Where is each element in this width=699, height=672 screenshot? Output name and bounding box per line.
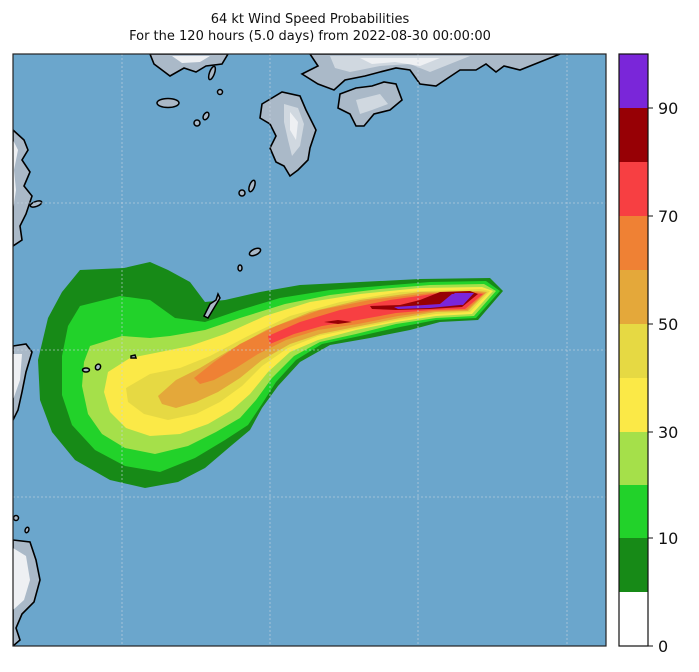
map-plot-area (13, 54, 606, 646)
colorbar-tick-10: 10 (658, 529, 679, 548)
colorbar (618, 53, 653, 647)
land-korea (149, 54, 229, 77)
ryukyu-islands (81, 292, 221, 373)
land-japan (259, 54, 561, 178)
colorbar-tick-90: 90 (658, 99, 679, 118)
small-islands (13, 65, 262, 534)
gridlines (13, 54, 606, 646)
land-west-coast (13, 128, 41, 646)
chart-title: 64 kt Wind Speed Probabilities (210, 12, 410, 27)
colorbar-tick-30: 30 (658, 423, 679, 442)
chart-subtitle: For the 120 hours (5.0 days) from 2022-0… (129, 29, 491, 44)
colorbar-tick-50: 50 (658, 315, 679, 334)
plot-frame (12, 53, 607, 647)
colorbar-tick-0: 0 (658, 637, 669, 656)
colorbar-tick-70: 70 (658, 207, 679, 226)
probability-swath (38, 262, 503, 488)
